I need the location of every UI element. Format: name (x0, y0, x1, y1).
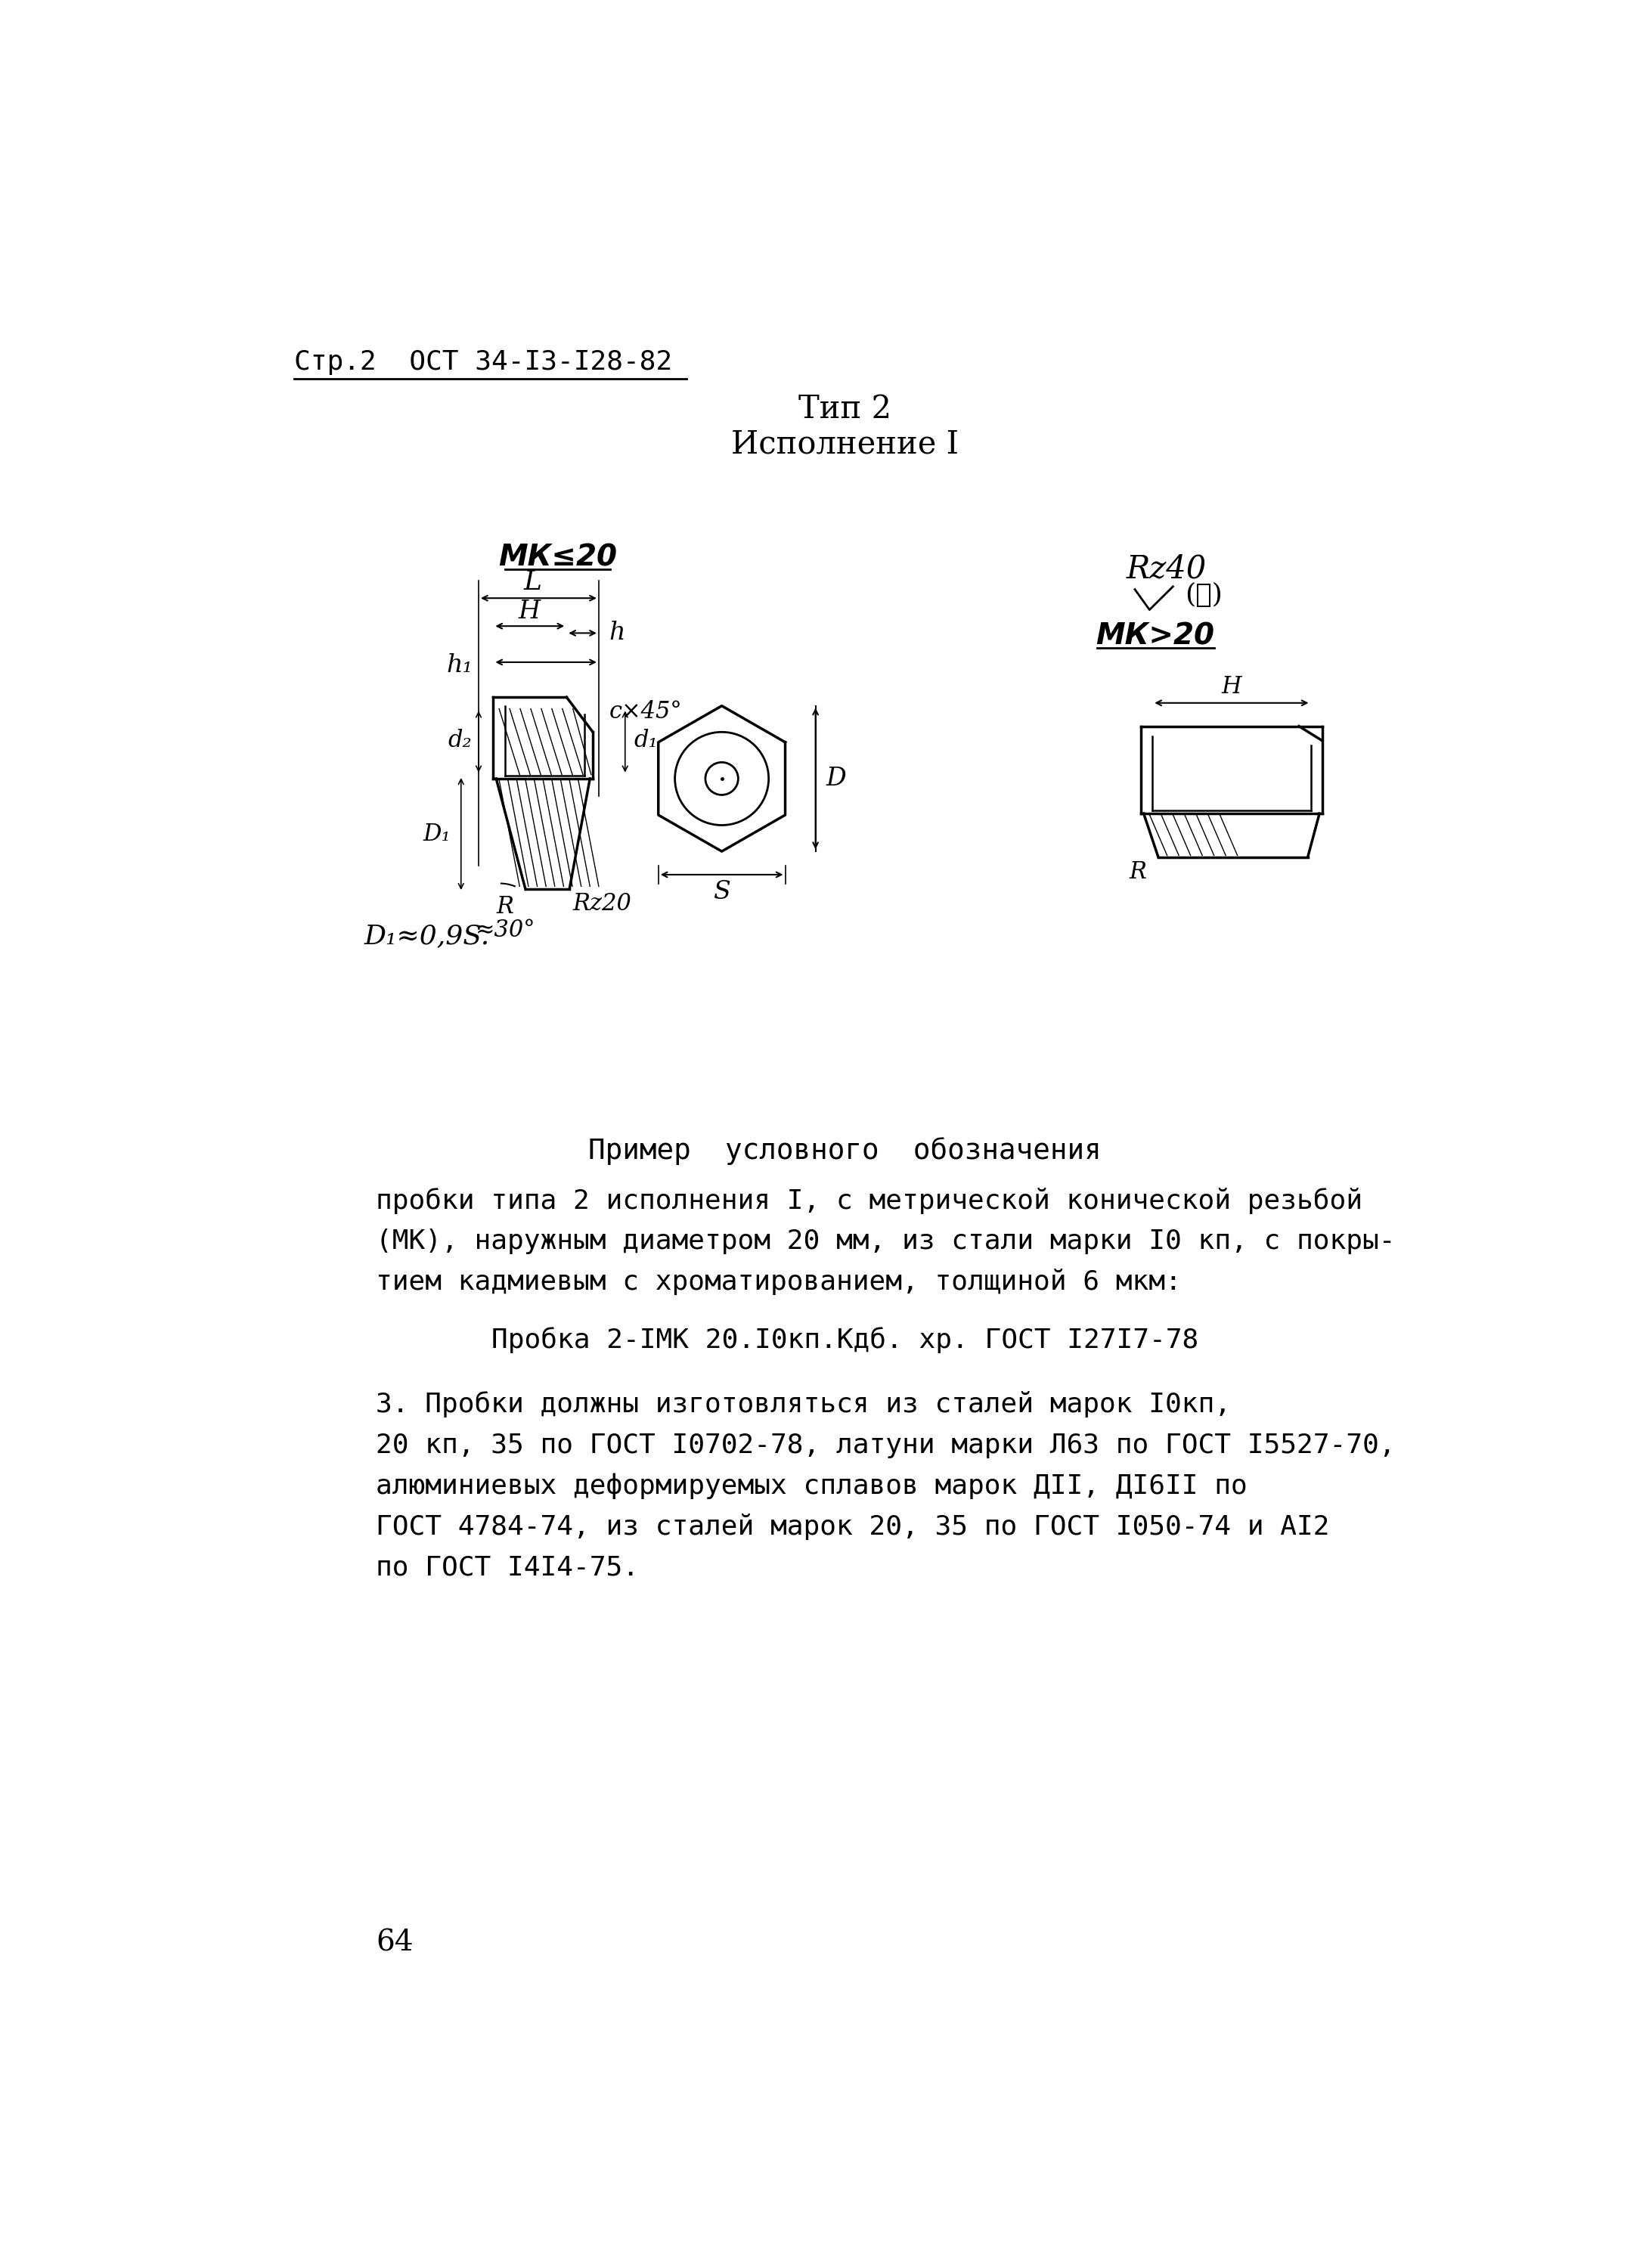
Text: D: D (826, 767, 846, 792)
Text: Пример  условного  обозначения: Пример условного обозначения (589, 1136, 1102, 1166)
Text: d₂: d₂ (447, 728, 472, 753)
Text: R: R (1130, 860, 1146, 885)
Text: (МК), наружным диаметром 20 мм, из стали марки I0 кп, с покры-: (МК), наружным диаметром 20 мм, из стали… (376, 1229, 1395, 1254)
Text: (✓): (✓) (1184, 583, 1222, 608)
Text: Rz40: Rz40 (1126, 553, 1207, 585)
Text: Пробка 2-IМК 20.I0кп.Кдб. хр. ГОСТ I27I7-78: Пробка 2-IМК 20.I0кп.Кдб. хр. ГОСТ I27I7… (491, 1327, 1199, 1354)
Text: d₁: d₁ (633, 728, 658, 753)
Text: D₁: D₁ (422, 823, 450, 846)
Text: МК≤20: МК≤20 (498, 542, 617, 572)
Polygon shape (496, 778, 590, 889)
Text: ≈30°: ≈30° (475, 919, 536, 941)
Text: пробки типа 2 исполнения I, с метрической конической резьбой: пробки типа 2 исполнения I, с метрическо… (376, 1188, 1362, 1213)
Text: МК>20: МК>20 (1097, 621, 1215, 651)
Text: 3. Пробки должны изготовляться из сталей марок I0кп,: 3. Пробки должны изготовляться из сталей… (376, 1390, 1232, 1418)
Text: алюминиевых деформируемых сплавов марок ДII, ДI6II по: алюминиевых деформируемых сплавов марок … (376, 1472, 1248, 1499)
Text: Стр.2  ОСТ 34-I3-I28-82: Стр.2 ОСТ 34-I3-I28-82 (294, 349, 673, 374)
Text: Исполнение I: Исполнение I (731, 429, 958, 460)
Text: L: L (523, 569, 541, 594)
Text: c×45°: c×45° (608, 701, 683, 723)
Text: D₁≈0,9S.: D₁≈0,9S. (364, 923, 490, 948)
Text: 20 кп, 35 по ГОСТ I0702-78, латуни марки Л63 по ГОСТ I5527-70,: 20 кп, 35 по ГОСТ I0702-78, латуни марки… (376, 1433, 1395, 1458)
Text: S: S (712, 880, 731, 905)
Text: 64: 64 (376, 1928, 414, 1957)
Text: Rz20: Rz20 (572, 891, 632, 916)
Text: h₁: h₁ (447, 653, 473, 678)
Text: H: H (518, 599, 541, 624)
Text: Тип 2: Тип 2 (798, 392, 892, 424)
Text: R: R (496, 896, 513, 919)
Text: ГОСТ 4784-74, из сталей марок 20, 35 по ГОСТ I050-74 и AI2: ГОСТ 4784-74, из сталей марок 20, 35 по … (376, 1513, 1329, 1540)
Text: по ГОСТ I4I4-75.: по ГОСТ I4I4-75. (376, 1554, 640, 1581)
Text: h: h (608, 621, 625, 644)
Text: H: H (1222, 676, 1242, 699)
Text: тием кадмиевым с хроматированием, толщиной 6 мкм:: тием кадмиевым с хроматированием, толщин… (376, 1268, 1182, 1295)
